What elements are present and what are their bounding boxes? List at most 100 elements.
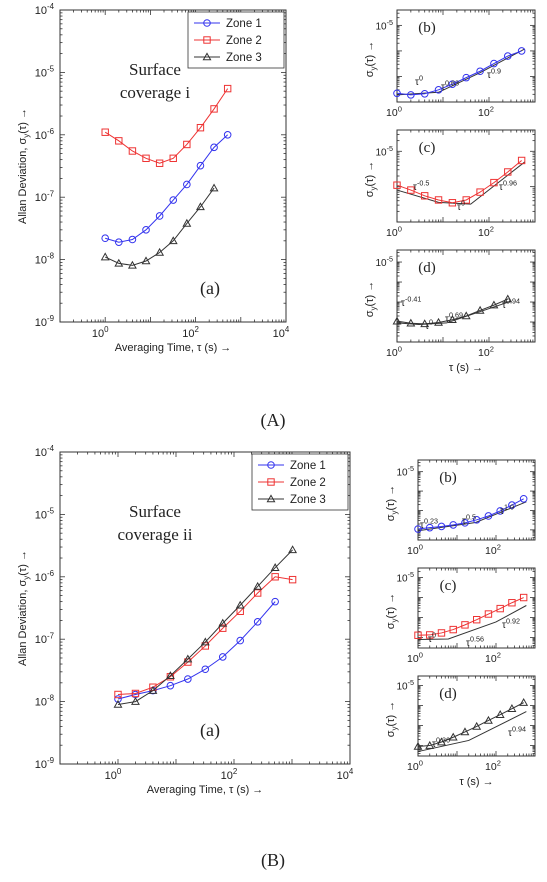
figure-label-a: (A) (261, 410, 286, 431)
data-point-circle (414, 525, 422, 533)
data-point-circle (476, 67, 484, 76)
y-tick-label-exp: -5 (387, 18, 393, 27)
y-tick-label-base: 10 (35, 130, 47, 142)
x-tick-label-base: 10 (105, 770, 117, 782)
data-point-square (496, 604, 504, 613)
data-point-circle (449, 521, 458, 529)
x-tick-label: 102 (182, 325, 199, 340)
y-tick-label-exp: -8 (47, 252, 55, 261)
plot-frame (417, 567, 536, 649)
fit-exponent-label-base: τ (466, 638, 470, 649)
legend-marker (202, 52, 212, 61)
y-tick-label-base: 10 (35, 192, 47, 204)
data-point-circle (210, 143, 218, 152)
fit-exponent-label-base: τ (415, 77, 419, 88)
series-line-circle (396, 50, 522, 96)
data-point-triangle (519, 697, 529, 706)
data-point-triangle (288, 545, 298, 554)
data-point-circle (407, 91, 415, 99)
fit-exponent-label-exp: 0.5 (466, 513, 476, 522)
data-point-square (434, 196, 443, 204)
data-point-circle (155, 212, 164, 220)
data-point-circle (142, 226, 150, 234)
x-tick-label: 102 (485, 650, 501, 665)
data-point-triangle (148, 685, 158, 694)
data-point-square (437, 629, 446, 637)
y-tick-label: 10-4 (35, 2, 55, 17)
data-point-triangle (460, 727, 470, 736)
data-point-square (448, 199, 457, 207)
x-tick-label-exp: 0 (419, 758, 423, 767)
data-point-circle (196, 161, 205, 170)
fit-exponent-label: τ1.0 (500, 503, 514, 518)
fit-exponent-label-base: τ (500, 506, 504, 517)
data-point-triangle (270, 563, 280, 571)
x-tick-label-base: 10 (386, 227, 398, 239)
y-tick-label: 10-8 (35, 252, 55, 267)
y-axis-title-main: σ (364, 310, 376, 317)
data-point-triangle (200, 637, 210, 646)
data-point-square (115, 137, 123, 145)
x-tick-label-base: 10 (478, 107, 490, 119)
y-tick-label-base: 10 (396, 574, 408, 585)
fit-exponent-label-exp: 1.0 (504, 503, 514, 512)
series-line-circle (417, 498, 524, 530)
data-point-square (519, 593, 528, 602)
y-axis-title: σy(τ) → (385, 701, 399, 738)
y-tick-label-exp: -5 (387, 255, 393, 264)
x-tick-label-base: 10 (386, 107, 398, 119)
fit-line (396, 161, 526, 205)
data-point-circle (218, 653, 227, 661)
y-tick-label: 10-5 (35, 64, 55, 79)
y-axis-title: σy(τ) → (385, 593, 399, 630)
x-tick-label-exp: 2 (497, 650, 501, 659)
data-point-circle (472, 516, 481, 524)
x-tick-label: 100 (386, 344, 402, 359)
legend-marker (203, 36, 211, 44)
x-tick-label-exp: 0 (398, 344, 402, 353)
x-tick-label-base: 10 (478, 347, 490, 359)
data-point-triangle (472, 721, 482, 730)
data-point-triangle (168, 236, 178, 245)
y-tick-label: 10-9 (35, 756, 55, 771)
legend-marker (267, 478, 275, 486)
y-axis-title: Allan Deviation, σy(τ) → (17, 108, 31, 224)
y-axis-title-tail: (τ) → (364, 281, 376, 307)
legend-entry-label: Zone 3 (226, 52, 262, 64)
fit-exponent-label-exp: 0.23 (424, 517, 438, 526)
legend-entry-label: Zone 2 (226, 35, 262, 47)
y-axis-title: σy(τ) → (364, 161, 378, 198)
x-tick-label-exp: 2 (490, 104, 494, 113)
data-point-triangle (218, 618, 228, 627)
surface-coverage-annotation: Surface (129, 502, 181, 521)
x-tick-label-exp: 0 (398, 104, 402, 113)
series-line-zone-3 (104, 187, 215, 266)
data-point-circle (437, 522, 446, 531)
data-point-triangle (165, 671, 175, 680)
data-point-triangle (475, 305, 485, 314)
y-axis-title-sub: y (390, 726, 399, 730)
y-tick-label-base: 10 (396, 682, 408, 693)
fit-exponent-label-exp: -0.5 (417, 179, 429, 188)
y-tick-label-exp: -8 (47, 694, 55, 703)
fit-exponent-label: τ-0.41 (401, 295, 421, 310)
fit-exponent-label-base: τ (428, 634, 432, 645)
fit-exponent-label-base: τ (425, 321, 429, 332)
y-axis-title-tail: (τ) → (364, 161, 376, 187)
fit-exponent-label: τ0.94 (508, 725, 526, 740)
y-tick-label-exp: -5 (408, 570, 414, 579)
data-point-triangle (489, 300, 499, 309)
data-point-circle (115, 238, 123, 247)
data-point-square (449, 625, 457, 634)
fit-exponent-label: τ-0.5 (413, 179, 429, 194)
x-tick-label-exp: 2 (490, 224, 494, 233)
data-point-circle (517, 47, 526, 55)
data-point-square (253, 589, 262, 597)
data-point-square (131, 689, 140, 698)
data-point-triangle (413, 741, 423, 750)
data-point-circle (508, 501, 516, 509)
data-point-square (462, 196, 470, 204)
y-axis-title-main: Allan Deviation, σ (17, 138, 29, 224)
data-point-triangle (483, 715, 493, 724)
surface-coverage-annotation: coverage i (120, 83, 191, 102)
